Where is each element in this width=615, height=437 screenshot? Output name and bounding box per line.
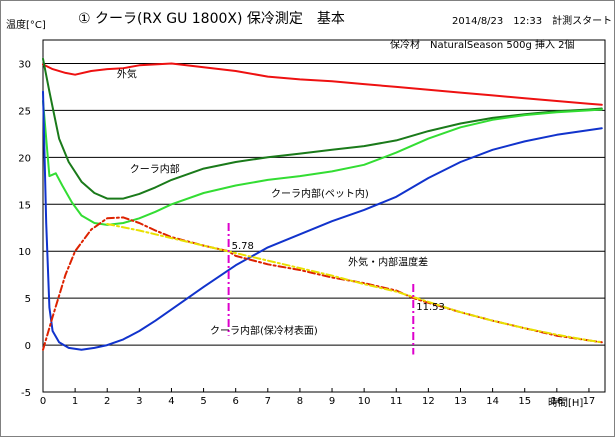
x-axis-label: 時間[H] bbox=[548, 397, 583, 409]
chart-title: ① クーラ(RX GU 1800X) 保冷測定 基本 bbox=[78, 10, 345, 27]
x-tick-label: 8 bbox=[297, 396, 303, 407]
plot-area bbox=[42, 39, 606, 393]
y-tick-label: 25 bbox=[18, 106, 31, 117]
x-tick-label: 6 bbox=[232, 396, 238, 407]
series-annotation: 外気 bbox=[117, 68, 137, 81]
y-tick-label: 20 bbox=[18, 153, 31, 164]
marker-value-label: 5.78 bbox=[232, 241, 254, 252]
x-tick-label: 16 bbox=[550, 396, 563, 407]
x-tick-label: 1 bbox=[72, 396, 78, 407]
x-tick-label: 5 bbox=[200, 396, 206, 407]
x-tick-label: 7 bbox=[265, 396, 271, 407]
x-tick-label: 3 bbox=[136, 396, 142, 407]
x-tick-label: 2 bbox=[104, 396, 110, 407]
series-annotation: クーラ内部 bbox=[130, 162, 180, 175]
y-tick-label: 15 bbox=[18, 200, 31, 211]
series-annotation: クーラ内部(ペット内) bbox=[271, 187, 369, 200]
series-line-2 bbox=[42, 57, 603, 200]
series-line-6 bbox=[106, 223, 603, 344]
x-tick-label: 14 bbox=[486, 396, 499, 407]
y-tick-label: 5 bbox=[25, 294, 31, 305]
series-annotation: クーラ内部(保冷材表面) bbox=[210, 324, 318, 337]
series-line-3 bbox=[42, 100, 603, 226]
series-annotation: 外気・内部温度差 bbox=[348, 255, 428, 268]
x-tick-label: 0 bbox=[40, 396, 46, 407]
chart-subtitle: 保冷材 NaturalSeason 500g 挿入 2個 bbox=[390, 38, 575, 51]
x-tick-label: 13 bbox=[454, 396, 467, 407]
date-time-label: 2014/8/23 12:33 計測スタート bbox=[452, 14, 612, 27]
x-tick-label: 9 bbox=[329, 396, 335, 407]
y-tick-label: 0 bbox=[25, 341, 31, 352]
x-tick-label: 4 bbox=[168, 396, 174, 407]
x-tick-label: 10 bbox=[358, 396, 371, 407]
series-line-1 bbox=[42, 62, 603, 106]
y-tick-label: 30 bbox=[18, 59, 31, 70]
y-tick-label: -5 bbox=[21, 388, 31, 399]
x-tick-label: 15 bbox=[518, 396, 531, 407]
y-axis-label: 温度[°C] bbox=[6, 18, 46, 31]
marker-value-label: 11.53 bbox=[416, 302, 445, 313]
x-tick-label: 17 bbox=[583, 396, 596, 407]
x-tick-label: 12 bbox=[422, 396, 435, 407]
y-tick-label: 10 bbox=[18, 247, 31, 258]
series-line-4 bbox=[42, 90, 603, 351]
x-tick-label: 11 bbox=[390, 396, 403, 407]
